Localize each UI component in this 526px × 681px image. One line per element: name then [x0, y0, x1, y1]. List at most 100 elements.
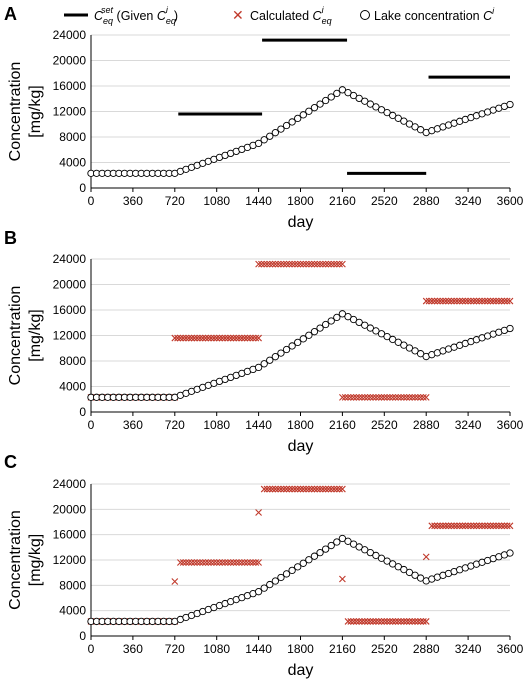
calculated-point [171, 334, 179, 342]
lake-point [333, 538, 341, 546]
calculated-point [277, 485, 285, 493]
x-tick-label: 1800 [287, 418, 314, 432]
lake-point [333, 89, 341, 98]
calculated-point [305, 260, 313, 268]
lake-point [338, 86, 347, 94]
calculated-point [400, 618, 408, 625]
calculated-point [230, 559, 237, 566]
lake-point [366, 100, 374, 108]
y-tick-label: 4000 [59, 156, 86, 170]
lake-point [316, 100, 324, 108]
lake-point [327, 93, 335, 101]
lake-point [411, 571, 419, 579]
lake-point [372, 551, 380, 560]
lake-point [327, 317, 335, 325]
calculated-point [503, 522, 511, 530]
calculated-point [439, 297, 447, 305]
y-tick-label: 8000 [59, 578, 86, 592]
calculated-point [269, 485, 276, 493]
calculated-point [285, 485, 293, 493]
legend-given-label: Ceqset (Given Ceqi) [94, 5, 178, 26]
calculated-point [266, 485, 274, 493]
x-tick-label: 3240 [455, 418, 482, 432]
calculated-point [459, 522, 466, 530]
panel-letter: A [4, 4, 17, 24]
calculated-point [336, 260, 343, 268]
lake-point [266, 132, 274, 140]
calculated-point [269, 260, 276, 268]
calculated-point [445, 297, 452, 305]
calculated-point [350, 393, 357, 401]
calculated-point [249, 559, 257, 566]
calculated-point [358, 393, 366, 401]
calculated-point [202, 334, 209, 342]
calculated-point [375, 618, 383, 625]
calculated-point [456, 297, 464, 305]
y-tick-label: 24000 [53, 477, 87, 491]
lake-point [254, 139, 263, 148]
y-tick-label: 8000 [59, 130, 86, 144]
calculated-point [171, 578, 179, 585]
lake-point [299, 111, 307, 119]
lake-point [266, 580, 274, 589]
calculated-point [188, 334, 195, 342]
y-tick-label: 4000 [59, 604, 86, 618]
calculated-point [506, 297, 514, 305]
lake-point [377, 554, 386, 562]
x-tick-label: 3600 [497, 642, 524, 656]
calculated-point [274, 485, 282, 493]
x-tick-label: 1440 [245, 194, 272, 208]
lake-point [299, 335, 307, 343]
calculated-point [464, 522, 472, 530]
calculated-point [408, 393, 416, 401]
y-tick-label: 16000 [53, 79, 87, 93]
calculated-point [302, 485, 310, 493]
calculated-point [414, 393, 422, 401]
y-tick-label: 8000 [59, 354, 86, 368]
calculated-point [193, 559, 201, 566]
calculated-point [447, 522, 455, 530]
calculated-point [246, 559, 254, 566]
calculated-point [403, 393, 411, 401]
calculated-point [406, 393, 413, 401]
calculated-point [503, 297, 511, 305]
x-tick-label: 1440 [245, 418, 272, 432]
y-axis-label-unit: [mg/kg] [27, 309, 44, 361]
lake-point [277, 125, 285, 133]
calculated-point [322, 485, 330, 493]
lake-point [344, 537, 352, 545]
lake-point [344, 313, 352, 321]
calculated-point [288, 485, 296, 493]
calculated-point [501, 297, 508, 305]
calculated-point [299, 485, 307, 493]
calculated-point [294, 260, 302, 268]
lake-point [321, 545, 330, 553]
calculated-point [221, 334, 229, 342]
y-axis-label-unit: [mg/kg] [27, 534, 44, 586]
calculated-point [263, 485, 271, 493]
calculated-point [464, 297, 472, 305]
calculated-point [305, 485, 313, 493]
calculated-point [280, 260, 288, 268]
calculated-point [213, 334, 221, 342]
calculated-point [199, 334, 207, 342]
lake-point [338, 534, 347, 543]
calculated-point [185, 559, 193, 566]
lake-point [355, 318, 363, 327]
calculated-point [271, 260, 279, 268]
y-tick-label: 0 [79, 629, 86, 643]
calculated-point [297, 485, 304, 493]
x-tick-label: 3600 [497, 418, 524, 432]
calculated-point [473, 297, 480, 305]
calculated-point [380, 393, 388, 401]
calculated-point [271, 485, 279, 493]
calculated-point [210, 559, 218, 566]
y-tick-label: 12000 [53, 553, 87, 567]
calculated-point [456, 522, 464, 530]
calculated-point [453, 522, 461, 530]
calculated-point [498, 522, 506, 530]
lake-point [383, 108, 391, 117]
lake-point [333, 313, 341, 322]
lake-point [405, 120, 414, 128]
lake-point [400, 117, 408, 125]
